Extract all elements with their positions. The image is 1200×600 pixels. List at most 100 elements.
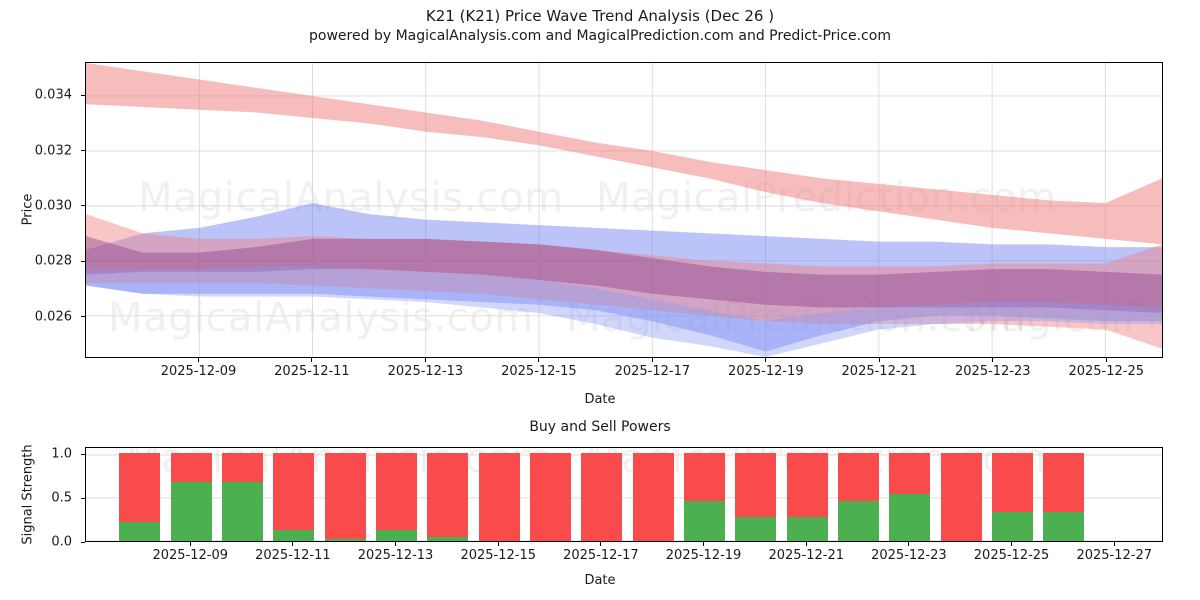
price-x-tick-label: 2025-12-21 bbox=[841, 364, 918, 379]
price-x-tick-label: 2025-12-23 bbox=[955, 364, 1031, 379]
power-plot-area: MagicalAnalysis.com MagicalPrediction.co… bbox=[86, 448, 1162, 541]
power-bar[interactable] bbox=[581, 453, 623, 541]
power-bar[interactable] bbox=[992, 453, 1034, 541]
sell-power-segment[interactable] bbox=[324, 453, 366, 540]
buy-power-segment[interactable] bbox=[684, 500, 726, 541]
power-bar[interactable] bbox=[170, 453, 212, 541]
power-y-tick-label: 0.5 bbox=[51, 490, 72, 506]
power-bar[interactable] bbox=[324, 453, 366, 541]
sell-power-segment[interactable] bbox=[170, 453, 212, 483]
power-bar[interactable] bbox=[530, 453, 572, 541]
buy-power-segment[interactable] bbox=[992, 511, 1034, 541]
buy-power-segment[interactable] bbox=[786, 517, 828, 541]
sell-power-segment[interactable] bbox=[530, 453, 572, 541]
price-x-tick-mark bbox=[197, 358, 199, 362]
power-x-tick-mark bbox=[1011, 542, 1013, 546]
sell-power-segment[interactable] bbox=[478, 453, 520, 541]
power-x-tick-mark bbox=[1113, 542, 1115, 546]
price-x-tick-mark bbox=[538, 358, 540, 362]
sell-power-segment[interactable] bbox=[427, 453, 469, 538]
power-x-tick-label: 2025-12-23 bbox=[871, 548, 947, 563]
power-bar[interactable] bbox=[119, 453, 161, 541]
power-bar[interactable] bbox=[940, 453, 982, 541]
buy-power-segment[interactable] bbox=[119, 521, 161, 541]
sell-power-segment[interactable] bbox=[940, 453, 982, 541]
price-y-tick-mark bbox=[81, 316, 85, 317]
power-chart-panel: MagicalAnalysis.com MagicalPrediction.co… bbox=[85, 447, 1163, 542]
page-subtitle: powered by MagicalAnalysis.com and Magic… bbox=[309, 28, 891, 44]
chart-title-block: K21 (K21) Price Wave Trend Analysis (Dec… bbox=[0, 6, 1200, 46]
power-x-tick-label: 2025-12-27 bbox=[1076, 548, 1152, 563]
sell-power-segment[interactable] bbox=[838, 453, 880, 502]
price-y-tick-label: 0.030 bbox=[34, 198, 72, 214]
buy-power-segment[interactable] bbox=[1043, 511, 1085, 541]
power-x-tick-label: 2025-12-09 bbox=[152, 548, 228, 563]
sell-power-segment[interactable] bbox=[889, 453, 931, 495]
buy-power-segment[interactable] bbox=[170, 482, 212, 541]
price-y-tick-mark bbox=[81, 205, 85, 207]
sell-power-segment[interactable] bbox=[222, 453, 264, 483]
buy-power-segment[interactable] bbox=[427, 537, 469, 541]
price-x-tick-mark bbox=[311, 358, 313, 362]
sell-power-segment[interactable] bbox=[1043, 453, 1085, 512]
power-bar[interactable] bbox=[838, 453, 880, 541]
price-x-tick-mark bbox=[424, 358, 426, 362]
buy-power-segment[interactable] bbox=[735, 517, 777, 541]
power-x-tick-mark bbox=[395, 542, 397, 546]
power-bar[interactable] bbox=[735, 453, 777, 541]
power-bar[interactable] bbox=[478, 453, 520, 541]
sell-power-segment[interactable] bbox=[376, 453, 418, 531]
sell-power-segment[interactable] bbox=[632, 453, 674, 541]
power-x-tick-label: 2025-12-21 bbox=[768, 548, 844, 563]
sell-power-segment[interactable] bbox=[119, 453, 161, 522]
buy-power-segment[interactable] bbox=[889, 494, 931, 541]
price-y-tick-label: 0.034 bbox=[34, 87, 72, 103]
power-x-axis-label: Date bbox=[584, 573, 616, 588]
sell-power-segment[interactable] bbox=[992, 453, 1034, 512]
page-title: K21 (K21) Price Wave Trend Analysis (Dec… bbox=[425, 7, 775, 25]
buy-power-segment[interactable] bbox=[376, 530, 418, 541]
power-x-tick-label: 2025-12-17 bbox=[563, 548, 639, 563]
buy-power-segment[interactable] bbox=[222, 482, 264, 541]
price-x-axis-label: Date bbox=[584, 392, 616, 407]
power-bar[interactable] bbox=[889, 453, 931, 541]
price-y-tick-mark bbox=[81, 150, 85, 152]
power-bar[interactable] bbox=[786, 453, 828, 541]
sell-power-segment[interactable] bbox=[273, 453, 315, 531]
power-x-tick-mark bbox=[497, 542, 499, 546]
price-x-tick-mark bbox=[1105, 358, 1107, 362]
power-x-tick-mark bbox=[908, 542, 910, 546]
power-y-tick-label: 1.0 bbox=[51, 446, 72, 462]
price-bands-svg bbox=[86, 63, 1162, 357]
power-x-tick-label: 2025-12-19 bbox=[665, 548, 742, 563]
price-x-tick-mark bbox=[878, 358, 880, 362]
power-bar[interactable] bbox=[427, 453, 469, 541]
power-y-tick-mark bbox=[81, 541, 85, 543]
buy-power-segment[interactable] bbox=[273, 530, 315, 541]
price-chart-panel: MagicalAnalysis.com MagicalPrediction.co… bbox=[85, 62, 1163, 358]
sell-power-segment[interactable] bbox=[581, 453, 623, 541]
power-bar[interactable] bbox=[376, 453, 418, 541]
sell-power-segment[interactable] bbox=[786, 453, 828, 518]
power-y-tick-label: 0.0 bbox=[51, 534, 72, 550]
power-bar[interactable] bbox=[684, 453, 726, 541]
power-x-tick-mark bbox=[805, 542, 807, 546]
price-x-tick-label: 2025-12-17 bbox=[614, 364, 691, 379]
power-bar[interactable] bbox=[273, 453, 315, 541]
price-plot-area: MagicalAnalysis.com MagicalPrediction.co… bbox=[86, 63, 1162, 357]
power-bar[interactable] bbox=[632, 453, 674, 541]
buy-power-segment[interactable] bbox=[324, 539, 366, 541]
price-y-tick-mark bbox=[81, 260, 85, 262]
price-x-tick-label: 2025-12-25 bbox=[1068, 364, 1145, 379]
power-x-tick-mark bbox=[703, 542, 705, 546]
power-x-tick-mark bbox=[600, 542, 602, 546]
price-y-tick-mark bbox=[81, 94, 85, 96]
sell-power-segment[interactable] bbox=[684, 453, 726, 501]
buy-power-segment[interactable] bbox=[838, 501, 880, 541]
sell-power-segment[interactable] bbox=[735, 453, 777, 518]
power-bar[interactable] bbox=[222, 453, 264, 541]
power-bar[interactable] bbox=[1043, 453, 1085, 541]
price-x-tick-label: 2025-12-13 bbox=[387, 364, 464, 379]
power-x-tick-label: 2025-12-15 bbox=[460, 548, 536, 563]
